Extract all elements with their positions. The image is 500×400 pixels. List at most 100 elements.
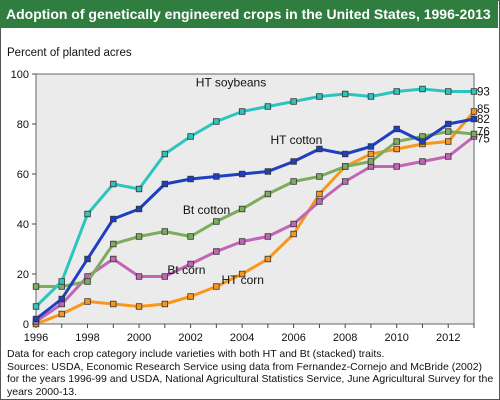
data-point-bt-cotton bbox=[341, 163, 349, 170]
x-tick-label: 2002 bbox=[178, 332, 202, 344]
data-point-ht-cotton bbox=[32, 315, 40, 323]
data-point-ht-soybeans bbox=[110, 180, 117, 188]
data-point-ht-soybeans bbox=[187, 133, 194, 140]
x-tick-label: 2004 bbox=[230, 332, 254, 344]
data-point-bt-corn bbox=[419, 158, 426, 165]
plot-area bbox=[35, 73, 475, 325]
data-point-ht-soybeans bbox=[341, 90, 349, 98]
data-point-ht-corn bbox=[213, 283, 220, 290]
y-axis-label: Percent of planted acres bbox=[7, 47, 132, 59]
x-tick-label: 2006 bbox=[281, 332, 305, 344]
data-point-ht-cotton bbox=[161, 180, 169, 188]
y-tick-label: 20 bbox=[17, 269, 29, 281]
data-point-bt-cotton bbox=[187, 233, 194, 240]
data-point-bt-cotton bbox=[213, 218, 220, 225]
end-value-ht-soybeans: 93 bbox=[477, 87, 490, 99]
y-tick-label: 80 bbox=[17, 119, 29, 131]
data-point-bt-cotton bbox=[290, 178, 297, 185]
data-point-ht-soybeans bbox=[32, 303, 40, 310]
data-point-ht-soybeans bbox=[58, 278, 65, 285]
x-tick-label: 2008 bbox=[333, 332, 357, 344]
data-point-bt-corn bbox=[341, 178, 349, 185]
data-point-ht-corn bbox=[110, 300, 117, 308]
data-point-bt-corn bbox=[213, 248, 220, 255]
footnote-sources: Sources: USDA, Economic Research Service… bbox=[7, 360, 494, 398]
data-point-ht-corn bbox=[367, 150, 375, 158]
x-tick-label: 2000 bbox=[127, 332, 151, 344]
chart-title: Adoption of genetically engineered crops… bbox=[0, 0, 498, 28]
x-tick-label: 1998 bbox=[75, 332, 99, 344]
data-point-ht-corn bbox=[445, 138, 452, 145]
data-point-ht-corn bbox=[264, 255, 272, 263]
end-value-ht-corn: 85 bbox=[477, 104, 490, 116]
series-line-ht-corn bbox=[35, 110, 476, 326]
end-value-bt-cotton: 76 bbox=[477, 127, 490, 139]
data-point-ht-corn bbox=[58, 310, 65, 318]
data-point-ht-soybeans bbox=[316, 93, 323, 100]
data-point-bt-corn bbox=[393, 163, 400, 170]
series-label-ht-soybeans: HT soybeans bbox=[196, 76, 266, 90]
x-tick-label: 1996 bbox=[24, 332, 48, 344]
data-point-ht-soybeans bbox=[264, 103, 272, 110]
data-point-ht-cotton bbox=[238, 170, 246, 178]
data-point-bt-cotton bbox=[264, 190, 272, 198]
data-point-ht-cotton bbox=[290, 158, 297, 165]
data-point-bt-cotton bbox=[445, 128, 452, 135]
data-point-bt-cotton bbox=[110, 240, 117, 248]
data-point-ht-cotton bbox=[367, 143, 375, 150]
data-point-bt-corn bbox=[316, 198, 323, 205]
y-tick-label: 40 bbox=[17, 219, 29, 231]
data-point-ht-soybeans bbox=[419, 85, 426, 93]
data-point-bt-cotton bbox=[32, 283, 40, 290]
series-line-ht-cotton bbox=[35, 117, 475, 321]
footnote-stacked-traits: Data for each crop category include vari… bbox=[7, 348, 385, 360]
data-point-ht-cotton bbox=[84, 255, 91, 263]
data-point-bt-cotton bbox=[316, 173, 323, 180]
series-label-ht-cotton: HT cotton bbox=[270, 133, 322, 147]
data-point-ht-cotton bbox=[213, 173, 220, 180]
data-point-ht-cotton bbox=[135, 205, 143, 213]
data-point-ht-corn bbox=[393, 145, 400, 153]
data-point-ht-soybeans bbox=[161, 150, 169, 158]
y-tick-label: 60 bbox=[17, 169, 29, 181]
series-label-bt-cotton: Bt cotton bbox=[183, 203, 230, 217]
end-value-ht-cotton: 82 bbox=[477, 114, 490, 126]
data-point-bt-cotton bbox=[84, 278, 91, 285]
footnotes: Data for each crop category include vari… bbox=[7, 348, 495, 398]
data-point-ht-corn bbox=[316, 190, 323, 198]
data-point-bt-corn bbox=[238, 238, 246, 245]
data-point-ht-cotton bbox=[110, 215, 117, 223]
data-point-ht-cotton bbox=[393, 125, 400, 133]
series-line-bt-cotton bbox=[36, 130, 475, 288]
data-point-ht-soybeans bbox=[393, 88, 400, 95]
data-point-ht-soybeans bbox=[470, 88, 478, 95]
data-point-bt-corn bbox=[110, 255, 117, 263]
data-point-ht-cotton bbox=[419, 138, 426, 145]
data-point-ht-cotton bbox=[341, 150, 349, 158]
series-line-ht-soybeans bbox=[34, 87, 474, 308]
end-value-bt-corn: 75 bbox=[477, 134, 490, 146]
data-point-ht-corn bbox=[84, 298, 91, 305]
x-tick-label: 2012 bbox=[436, 332, 460, 344]
data-point-ht-corn bbox=[187, 293, 194, 300]
data-point-bt-corn bbox=[445, 153, 452, 160]
data-point-ht-corn bbox=[135, 303, 143, 310]
data-point-ht-soybeans bbox=[135, 185, 143, 193]
data-point-bt-cotton bbox=[470, 130, 478, 138]
data-point-bt-cotton bbox=[238, 205, 246, 213]
y-tick-label: 0 bbox=[23, 319, 29, 331]
data-point-bt-corn bbox=[135, 273, 143, 280]
data-point-ht-corn bbox=[161, 300, 169, 308]
data-point-ht-cotton bbox=[264, 168, 272, 175]
data-point-bt-corn bbox=[187, 260, 194, 268]
data-point-bt-cotton bbox=[367, 158, 375, 165]
data-point-bt-corn bbox=[264, 233, 272, 240]
y-tick-label: 100 bbox=[11, 69, 29, 81]
data-point-ht-cotton bbox=[187, 175, 194, 183]
data-point-ht-soybeans bbox=[367, 93, 375, 100]
data-point-bt-corn bbox=[290, 220, 297, 228]
data-point-ht-soybeans bbox=[290, 98, 297, 105]
data-point-ht-cotton bbox=[445, 120, 452, 128]
data-point-ht-corn bbox=[470, 108, 478, 115]
